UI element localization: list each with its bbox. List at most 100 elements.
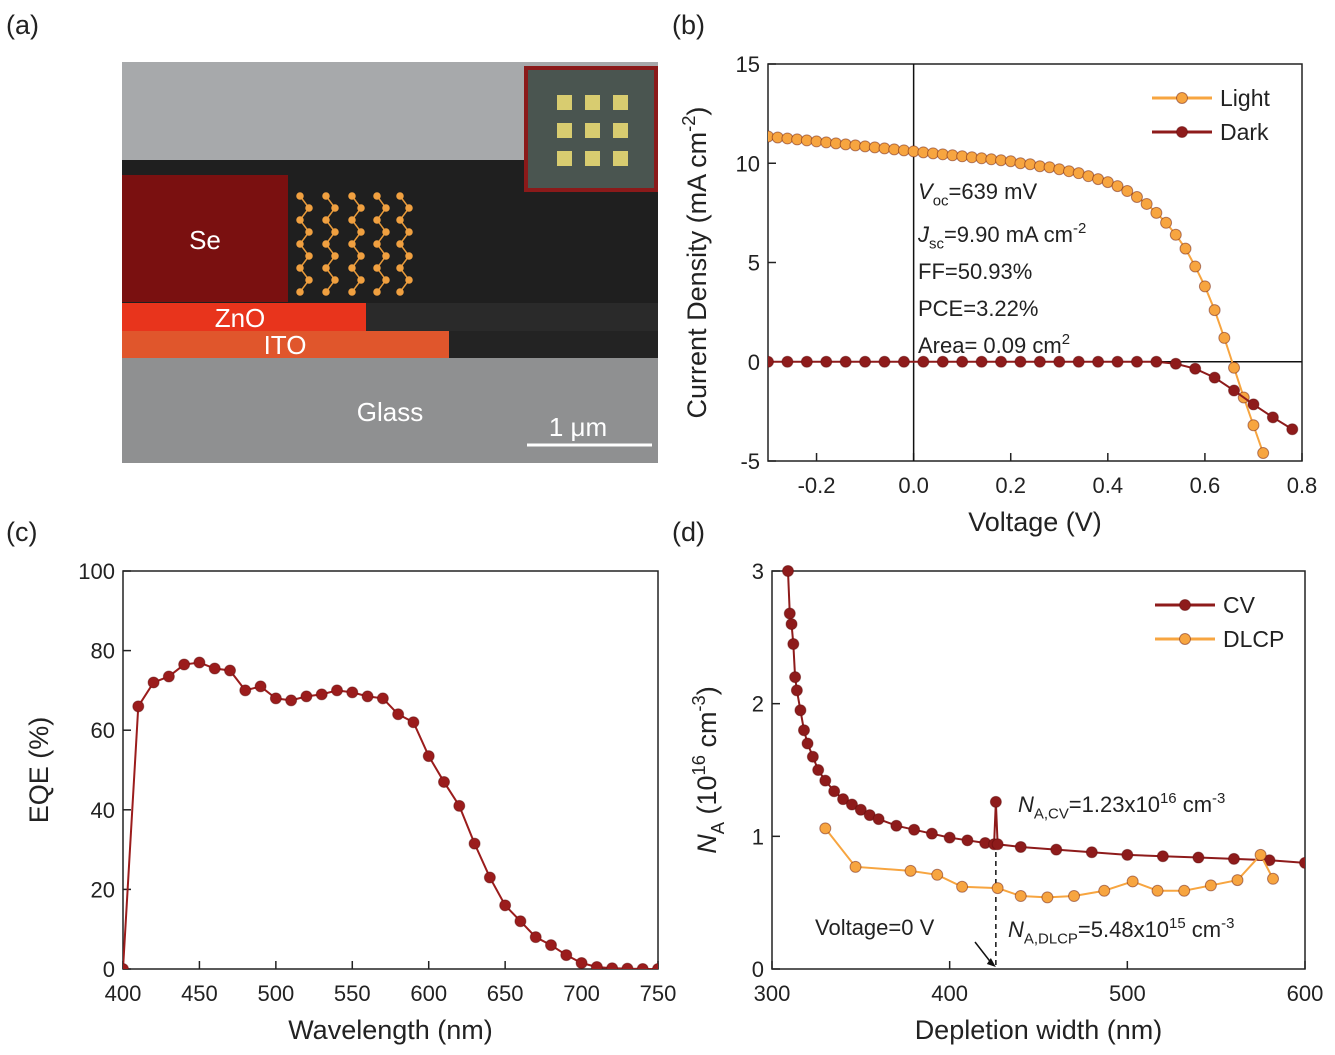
text-part: 2	[1062, 331, 1070, 348]
legend-marker	[1176, 92, 1188, 104]
text-part: Current Density (mA cm	[682, 132, 712, 419]
data-point	[545, 939, 557, 952]
panel-a: (a) Se ZnO ITO Glass 1 μm	[6, 10, 658, 463]
data-point	[783, 607, 796, 620]
annotation: Jsc=9.90 mA cm-2	[917, 220, 1086, 252]
data-point	[1150, 206, 1163, 219]
data-point	[1101, 176, 1114, 189]
x-tick-label: 0.0	[898, 473, 929, 498]
series-line	[768, 360, 1293, 431]
y-tick-label: 1	[752, 824, 764, 849]
legend-label: Light	[1220, 85, 1270, 111]
text-part: 16	[1160, 790, 1177, 807]
series	[768, 355, 1299, 436]
scale-bar-label: 1 μm	[549, 412, 607, 442]
data-point	[1228, 361, 1241, 374]
y-axis-title: EQE (%)	[24, 717, 54, 824]
data-point	[483, 871, 496, 884]
panel-label: (c)	[6, 517, 37, 547]
legend-marker	[1179, 599, 1191, 611]
data-point	[376, 692, 389, 705]
data-point	[1247, 398, 1260, 411]
data-point	[991, 882, 1004, 895]
plot-frame	[771, 570, 1306, 970]
annotation: Area= 0.09 cm2	[918, 331, 1070, 358]
text-part: -2	[1073, 220, 1086, 237]
data-point	[956, 880, 969, 893]
x-tick-label: 500	[1109, 981, 1146, 1006]
data-point	[854, 803, 867, 816]
x-axis-title: Voltage (V)	[968, 507, 1102, 537]
data-point	[956, 355, 969, 368]
data-point	[820, 355, 833, 368]
data-point	[514, 915, 527, 928]
data-point	[1053, 163, 1066, 176]
data-point	[1121, 185, 1134, 198]
data-point	[961, 834, 974, 847]
legend-label: DLCP	[1223, 626, 1284, 652]
data-point	[1072, 355, 1085, 368]
data-point	[1169, 228, 1182, 241]
dark-layer	[366, 303, 658, 331]
text-part: -3	[1221, 915, 1234, 932]
layer-label: Se	[189, 225, 221, 255]
series	[781, 565, 1305, 869]
y-tick-label: 10	[736, 151, 760, 176]
data-point	[224, 664, 236, 677]
data-point	[1189, 260, 1202, 273]
x-axis-title: Wavelength (nm)	[288, 1015, 493, 1045]
y-tick-label: 15	[736, 52, 760, 77]
data-point	[917, 355, 930, 368]
ito-layer	[122, 331, 449, 358]
data-point	[132, 700, 145, 713]
data-point	[1198, 280, 1211, 293]
data-point	[1228, 384, 1241, 397]
data-point	[300, 690, 313, 703]
series	[768, 130, 1270, 460]
data-point	[1004, 155, 1017, 168]
y-tick-label: 80	[91, 639, 115, 664]
data-point	[1267, 872, 1280, 885]
data-point	[897, 355, 910, 368]
data-point	[1266, 411, 1279, 424]
data-point	[1169, 357, 1182, 370]
x-tick-label: 0.4	[1093, 473, 1124, 498]
data-point	[529, 931, 542, 944]
data-point	[1085, 846, 1098, 859]
text-part: A	[707, 821, 728, 834]
data-point	[787, 637, 800, 650]
text-part: cm	[692, 712, 722, 756]
data-point	[269, 692, 282, 705]
data-point	[407, 716, 420, 729]
data-point	[331, 684, 343, 697]
data-point	[1286, 423, 1299, 436]
data-point	[849, 860, 862, 873]
data-point	[1208, 371, 1221, 384]
data-point	[789, 671, 802, 684]
data-point	[1014, 355, 1027, 368]
legend-label: Dark	[1220, 119, 1269, 145]
plot-frame	[122, 570, 659, 970]
data-point	[392, 708, 405, 721]
data-point	[819, 774, 832, 787]
data-point	[254, 680, 267, 693]
data-point	[1156, 850, 1169, 863]
data-point	[1014, 840, 1027, 853]
annotation: Voltage=0 V	[815, 915, 935, 940]
data-point	[1024, 158, 1037, 171]
data-point	[606, 962, 619, 969]
text-part: PCE=3.22%	[918, 296, 1038, 321]
annotation: FF=50.93%	[918, 259, 1032, 284]
data-point	[285, 694, 298, 707]
data-point	[499, 899, 512, 912]
text-part: A,CV	[1034, 806, 1069, 823]
y-tick-label: 100	[78, 559, 115, 584]
text-part: N	[692, 834, 722, 854]
data-point	[1126, 875, 1139, 888]
text-part: =1.23x10	[1069, 792, 1160, 817]
data-point	[1179, 242, 1192, 255]
data-point	[1041, 891, 1054, 904]
y-tick-label: 40	[91, 798, 115, 823]
data-point	[123, 963, 129, 969]
data-point	[1151, 884, 1164, 897]
